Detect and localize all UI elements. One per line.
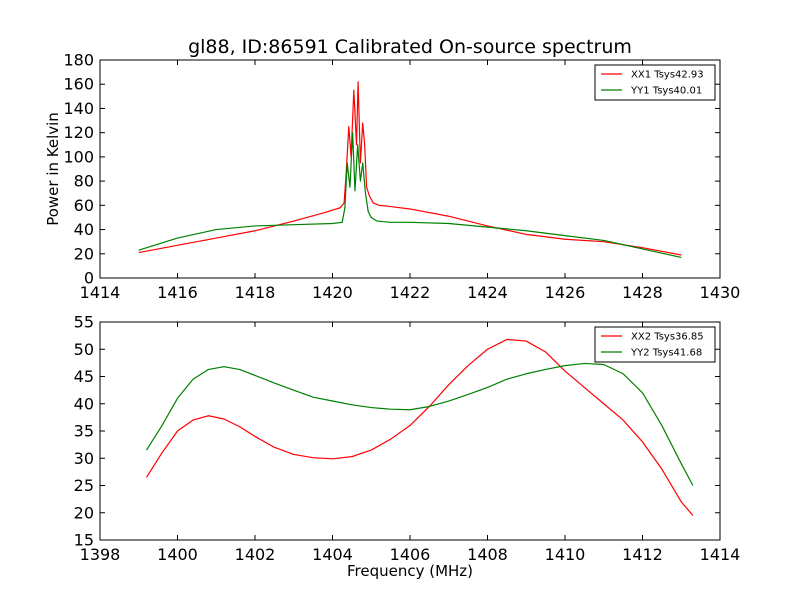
bottom-y-tick-label: 30 bbox=[74, 449, 94, 468]
bottom-x-tick-label: 1402 bbox=[235, 545, 276, 564]
bottom-legend-box bbox=[594, 326, 716, 363]
top-y-tick-label: 40 bbox=[74, 220, 94, 239]
top-series-group bbox=[138, 81, 682, 258]
bottom-x-tick-label: 1404 bbox=[312, 545, 353, 564]
top-x-tick-label: 1430 bbox=[700, 283, 741, 302]
top-y-tick-label: 80 bbox=[74, 172, 94, 191]
top-legend-box bbox=[594, 64, 716, 101]
bottom-legend-label-xx2: XX2 Tsys36.85 bbox=[631, 332, 704, 343]
bottom-x-tick-label: 1400 bbox=[157, 545, 198, 564]
bottom-y-tick-label: 25 bbox=[74, 476, 94, 495]
bottom-series-group bbox=[145, 338, 694, 516]
bottom-x-tick-label: 1408 bbox=[467, 545, 508, 564]
top-y-axis-label: Power in Kelvin bbox=[44, 112, 62, 226]
bottom-legend: XX2 Tsys36.85 YY2 Tsys41.68 bbox=[594, 326, 716, 363]
top-legend: XX1 Tsys42.93 YY1 Tsys40.01 bbox=[594, 64, 716, 101]
top-y-tick-label: 120 bbox=[63, 123, 94, 142]
bottom-series-line-yy bbox=[145, 362, 694, 486]
top-legend-label-xx1: XX1 Tsys42.93 bbox=[631, 70, 704, 81]
bottom-y-tick-label: 35 bbox=[74, 422, 94, 441]
top-x-tick-label: 1420 bbox=[312, 283, 353, 302]
bottom-x-axis-label: Frequency (MHz) bbox=[347, 562, 473, 580]
bottom-x-tick-label: 1412 bbox=[622, 545, 663, 564]
top-x-tick-label: 1428 bbox=[622, 283, 663, 302]
bottom-x-tick-label: 1410 bbox=[545, 545, 586, 564]
top-y-tick-label: 180 bbox=[63, 51, 94, 70]
top-x-tick-label: 1418 bbox=[235, 283, 276, 302]
top-x-tick-label: 1416 bbox=[157, 283, 198, 302]
bottom-x-tick-label: 1398 bbox=[80, 545, 121, 564]
top-y-tick-label: 160 bbox=[63, 75, 94, 94]
bottom-y-tick-label: 50 bbox=[74, 340, 94, 359]
bottom-y-tick-label: 20 bbox=[74, 503, 94, 522]
bottom-panel: 1398 1400 1402 1404 1406 1408 1410 1412 1414 15 20… bbox=[74, 313, 741, 581]
bottom-y-tick-label: 55 bbox=[74, 313, 94, 332]
top-y-tick-label: 60 bbox=[74, 196, 94, 215]
chart-title: gl88, ID:86591 Calibrated On-source spec… bbox=[188, 36, 632, 58]
top-y-tick-label: 140 bbox=[63, 99, 94, 118]
top-y-tick-label: 0 bbox=[84, 269, 94, 288]
top-y-tick-label: 100 bbox=[63, 147, 94, 166]
bottom-y-tick-label: 40 bbox=[74, 394, 94, 413]
top-x-tick-label: 1414 bbox=[80, 283, 121, 302]
bottom-x-tick-label: 1406 bbox=[390, 545, 431, 564]
top-x-tick-label: 1426 bbox=[545, 283, 586, 302]
bottom-y-tick-label: 15 bbox=[74, 531, 94, 550]
top-x-tick-label: 1424 bbox=[467, 283, 508, 302]
top-series-line-yy bbox=[138, 132, 682, 258]
bottom-legend-label-yy2: YY2 Tsys41.68 bbox=[630, 348, 702, 359]
bottom-y-tick-label: 45 bbox=[74, 367, 94, 386]
bottom-x-tick-label: 1414 bbox=[700, 545, 741, 564]
top-y-tick-label: 20 bbox=[74, 244, 94, 263]
top-x-tick-label: 1422 bbox=[390, 283, 431, 302]
top-legend-label-yy1: YY1 Tsys40.01 bbox=[630, 86, 702, 97]
top-panel: 1414 1416 1418 1420 1422 1424 1426 1428 1430 0 20 4… bbox=[44, 51, 740, 303]
bottom-series-line-xx bbox=[145, 338, 694, 516]
